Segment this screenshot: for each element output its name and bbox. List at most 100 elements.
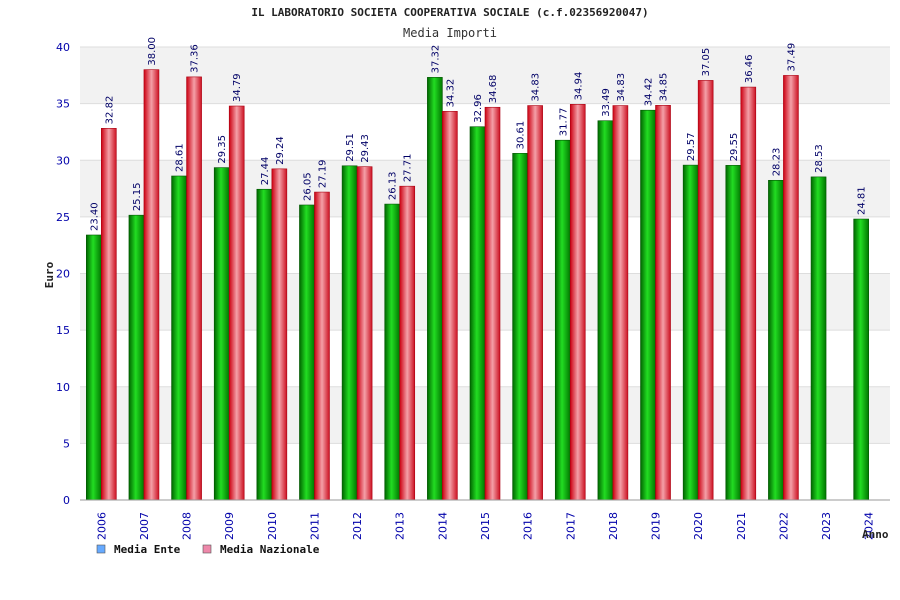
legend: Media Ente Media Nazionale: [96, 543, 320, 556]
bar-media-ente: [213, 167, 230, 501]
bar-media-ente: [725, 165, 742, 501]
legend-swatch: [96, 544, 106, 554]
bar-value-label: 28.23: [771, 148, 782, 177]
x-tick-label: 2015: [479, 512, 492, 540]
bar-value-label: 34.68: [488, 75, 499, 104]
bar-media-nazionale: [612, 105, 629, 501]
bar-value-label: 25.15: [132, 183, 143, 212]
x-tick-label: 2018: [607, 512, 620, 540]
bar-media-ente: [256, 188, 273, 501]
bar-media-ente: [341, 165, 358, 501]
x-tick-label: 2019: [650, 512, 663, 540]
bar-value-label: 26.05: [302, 172, 313, 201]
y-tick-label: 10: [56, 381, 70, 394]
bar-media-ente: [299, 204, 315, 501]
bar-value-label: 36.46: [744, 54, 755, 83]
bar-media-nazionale: [442, 111, 458, 501]
y-tick-label: 15: [56, 324, 70, 337]
x-tick-label: 2022: [777, 512, 790, 540]
bar-media-ente: [427, 77, 443, 501]
bar-value-label: 34.94: [573, 72, 584, 101]
bar-media-nazionale: [697, 80, 714, 501]
bar-value-label: 34.79: [232, 73, 243, 102]
x-tick-label: 2021: [735, 512, 748, 540]
bar-value-label: 29.51: [345, 133, 356, 162]
chart-subtitle: Media Importi: [403, 26, 497, 40]
bar-value-label: 33.49: [601, 88, 612, 117]
bar-value-label: 34.32: [445, 79, 456, 108]
bar-value-label: 32.96: [473, 94, 484, 123]
bar-value-label: 29.55: [729, 133, 740, 162]
x-tick-label: 2016: [522, 512, 535, 540]
x-ticks: 2006 2007 2008 2009 2010 2011 2012 2013 2014 2015…: [95, 512, 875, 540]
x-tick-label: 2011: [308, 512, 321, 540]
x-tick-label: 2014: [436, 512, 449, 540]
bar-media-ente: [171, 175, 187, 501]
bar-media-nazionale: [228, 105, 245, 501]
x-tick-label: 2017: [564, 512, 577, 540]
y-tick-label: 5: [63, 437, 70, 450]
bar-value-label: 27.71: [403, 154, 414, 183]
x-tick-label: 2007: [138, 512, 151, 540]
bar-media-nazionale: [186, 76, 202, 501]
bar-media-nazionale: [569, 104, 586, 501]
bar-media-nazionale: [484, 106, 501, 501]
bar-value-label: 29.35: [217, 135, 228, 164]
bar-value-label: 24.81: [857, 186, 868, 215]
bar-media-nazionale: [143, 69, 160, 501]
bar-value-label: 38.00: [147, 37, 158, 66]
bar-media-ente: [128, 214, 145, 501]
y-tick-label: 20: [56, 268, 70, 281]
bar-media-ente: [853, 218, 869, 501]
value-labels: 23.40 32.82 25.15 38.00 28.61 37.36 29.35 34.79…: [89, 37, 867, 231]
legend-swatch: [202, 544, 212, 554]
bar-value-label: 32.82: [104, 96, 115, 125]
x-tick-label: 2010: [266, 512, 279, 540]
bar-media-nazionale: [271, 168, 288, 501]
y-ticks: 0 5 10 15 20 25 30 35 40: [56, 41, 70, 507]
bar-media-nazionale: [783, 75, 799, 501]
bar-media-ente: [768, 179, 784, 501]
bar-value-label: 31.77: [558, 108, 569, 137]
bar-media-nazionale: [740, 86, 757, 501]
bar-media-nazionale: [314, 191, 330, 501]
bar-media-ente: [384, 203, 401, 501]
bar-media-ente: [810, 176, 827, 501]
bar-media-ente: [682, 164, 699, 501]
bar-value-label: 34.83: [531, 73, 542, 102]
bar-value-label: 29.24: [275, 136, 286, 165]
y-tick-label: 35: [56, 98, 70, 111]
bar-media-ente: [86, 234, 102, 501]
y-tick-label: 25: [56, 211, 70, 224]
bar-value-label: 27.19: [317, 159, 328, 188]
bar-value-label: 29.43: [360, 134, 371, 163]
bar-value-label: 34.42: [644, 78, 655, 107]
bar-media-ente: [640, 109, 656, 501]
bar-value-label: 37.49: [786, 43, 797, 72]
x-tick-label: 2006: [95, 512, 108, 540]
x-tick-label: 2024: [863, 512, 876, 540]
bar-media-ente: [469, 126, 486, 501]
x-tick-label: 2023: [820, 512, 833, 540]
bar-media-nazionale: [655, 105, 671, 501]
bar-media-ente: [597, 120, 614, 501]
legend-label: Media Ente: [114, 543, 181, 556]
bar-value-label: 37.36: [190, 44, 201, 73]
bar-value-label: 28.61: [175, 143, 186, 172]
x-tick-label: 2009: [223, 512, 236, 540]
x-tick-label: 2008: [181, 512, 194, 540]
chart-title: IL LABORATORIO SOCIETA COOPERATIVA SOCIA…: [251, 6, 648, 19]
bar-value-label: 30.61: [516, 121, 527, 150]
y-axis-title: Euro: [43, 261, 56, 288]
bar-media-nazionale: [399, 185, 416, 501]
legend-label: Media Nazionale: [220, 543, 320, 556]
x-axis-title: Anno: [862, 528, 889, 541]
bar-value-label: 27.44: [260, 157, 271, 186]
bar-value-label: 29.57: [686, 132, 697, 161]
y-tick-label: 40: [56, 41, 70, 54]
bar-value-label: 26.13: [388, 171, 399, 200]
x-tick-label: 2013: [394, 512, 407, 540]
bar-media-nazionale: [356, 166, 373, 501]
x-tick-label: 2020: [692, 512, 705, 540]
